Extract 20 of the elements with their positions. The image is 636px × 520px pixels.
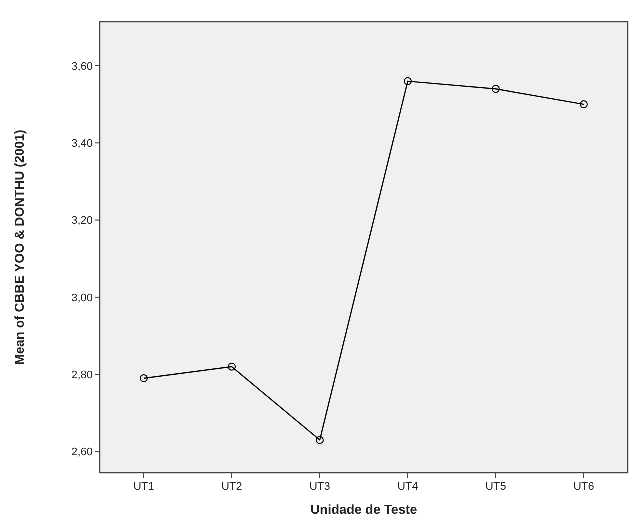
x-tick-label: UT3 — [310, 481, 330, 493]
y-tick-label: 3,60 — [72, 60, 93, 73]
y-tick-label: 2,60 — [72, 446, 93, 459]
x-tick-label: UT2 — [222, 481, 242, 493]
y-tick-label: 2,80 — [72, 369, 93, 382]
x-tick-label: UT4 — [398, 481, 418, 493]
y-tick-label: 3,00 — [72, 292, 93, 304]
point — [140, 374, 148, 382]
x-tick-label: UT1 — [134, 481, 154, 493]
point — [316, 436, 324, 444]
y-tick-label: 3,40 — [72, 138, 93, 150]
point — [228, 362, 236, 371]
x-tick-label: UT6 — [574, 481, 594, 493]
point — [492, 85, 500, 94]
y-axis-title: Mean of CBBE YOO & DONTHU (2001) — [12, 130, 27, 366]
y-tick-label: 3,20 — [72, 215, 93, 228]
point — [580, 100, 588, 109]
x-tick-label: UT5 — [486, 481, 506, 493]
point — [404, 77, 412, 86]
x-axis-title: Unidade de Teste — [310, 502, 418, 517]
